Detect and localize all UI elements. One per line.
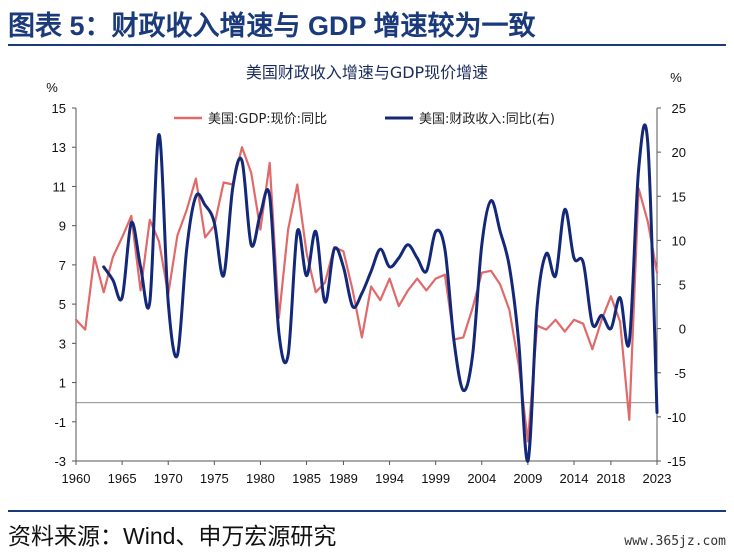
left-tick-label: -1 [54,415,66,430]
legend-label: 美国:GDP:现价:同比 [208,112,327,127]
x-tick-label: 1994 [375,471,404,486]
x-tick-label: 2009 [513,471,542,486]
left-tick-label: 5 [59,297,66,312]
right-tick-label: -10 [667,410,686,425]
legend: 美国:GDP:现价:同比 美国:财政收入:同比(右) [174,112,555,127]
legend-label: 美国:财政收入:同比(右) [419,112,555,127]
left-tick-label: -3 [54,454,66,469]
x-tick-label: 2023 [643,471,672,486]
right-tick-label: 15 [672,189,686,204]
x-tick-label: 2018 [596,471,625,486]
x-tick-label: 1960 [62,471,91,486]
right-axis-unit: % [670,70,682,85]
source-note: 资料来源：Wind、申万宏源研究 [8,523,337,549]
x-tick-label: 1975 [200,471,229,486]
footer-divider [8,510,726,512]
left-tick-label: 3 [59,336,66,351]
right-tick-label: 5 [679,278,686,293]
x-tick-label: 1970 [154,471,183,486]
x-tick-label: 1999 [421,471,450,486]
page-title: 图表 5：财政收入增速与 GDP 增速较为一致 [8,11,536,41]
series-line-gdp [74,146,659,443]
left-tick-label: 1 [59,376,66,391]
right-tick-label: -5 [674,366,686,381]
chart: 美国财政收入增速与GDP现价增速 % % 美国:GDP:现价:同比 美国:财政收入… [46,63,686,486]
right-tick-label: 10 [672,233,686,248]
right-tick-label: 0 [679,322,686,337]
axes: 15 13 11 9 7 5 3 1 -1 -3 25 20 15 10 5 0 -5 -10 -15 1960 196… [52,101,686,486]
x-tick-label: 1989 [329,471,358,486]
x-tick-label: 1985 [292,471,321,486]
x-tick-label: 1980 [246,471,275,486]
x-tick-label: 1965 [108,471,137,486]
right-tick-label: -15 [667,454,686,469]
left-tick-label: 9 [59,219,66,234]
left-tick-label: 7 [59,258,66,273]
right-tick-label: 25 [672,101,686,116]
header-divider [8,44,726,46]
left-axis-unit: % [46,80,58,95]
x-tick-label: 2014 [560,471,589,486]
chart-title: 美国财政收入增速与GDP现价增速 [246,63,488,82]
watermark: www.365jz.com [624,534,726,549]
right-tick-label: 20 [672,145,686,160]
left-tick-label: 13 [52,140,66,155]
left-tick-label: 15 [52,101,66,116]
x-tick-label: 2004 [467,471,496,486]
left-tick-label: 11 [53,179,67,194]
series-layer [74,123,659,463]
series-line-revenue [102,123,659,463]
